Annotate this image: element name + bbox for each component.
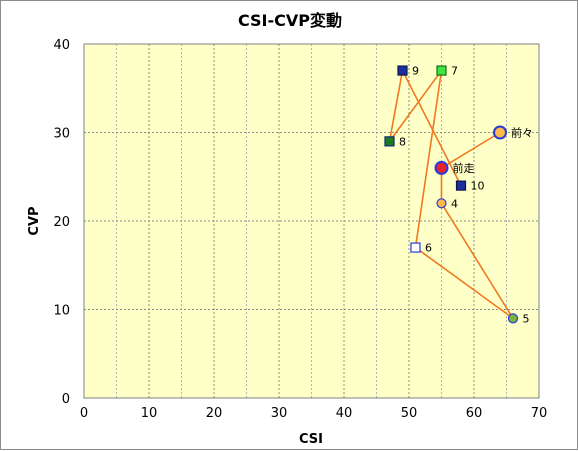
x-tick-label: 60: [466, 406, 483, 421]
x-tick-label: 30: [271, 406, 288, 421]
y-tick-label: 20: [53, 215, 70, 230]
data-point: [410, 242, 421, 253]
y-tick-label: 40: [53, 38, 70, 53]
y-tick-label: 10: [53, 304, 70, 319]
data-label: 8: [399, 135, 406, 148]
data-point: [436, 198, 447, 209]
x-tick-label: 40: [336, 406, 353, 421]
data-point: [434, 160, 449, 175]
x-tick-label: 0: [80, 406, 88, 421]
y-tick-label: 0: [62, 392, 70, 407]
data-point: [384, 136, 395, 147]
plot-border: [83, 43, 540, 399]
x-axis-title: CSI: [299, 432, 323, 447]
data-point: [507, 313, 519, 324]
data-point: [436, 65, 447, 76]
data-label: 5: [523, 312, 530, 325]
data-label: 10: [471, 180, 485, 193]
chart-title: CSI-CVP変動: [238, 11, 342, 30]
x-tick-label: 70: [531, 406, 548, 421]
y-tick-label: 30: [53, 127, 70, 142]
x-tick-label: 20: [206, 406, 223, 421]
data-label: 前々: [511, 126, 533, 140]
x-tick-label: 50: [401, 406, 418, 421]
data-point: [455, 180, 467, 191]
data-point: [493, 125, 507, 140]
data-point: [397, 65, 408, 76]
data-label: 前走: [453, 161, 475, 175]
data-label: 6: [425, 242, 432, 255]
data-label: 9: [412, 65, 419, 78]
data-label: 4: [451, 197, 458, 210]
data-label: 7: [451, 65, 458, 78]
x-tick-label: 10: [141, 406, 158, 421]
y-axis-title: CVP: [27, 206, 42, 235]
